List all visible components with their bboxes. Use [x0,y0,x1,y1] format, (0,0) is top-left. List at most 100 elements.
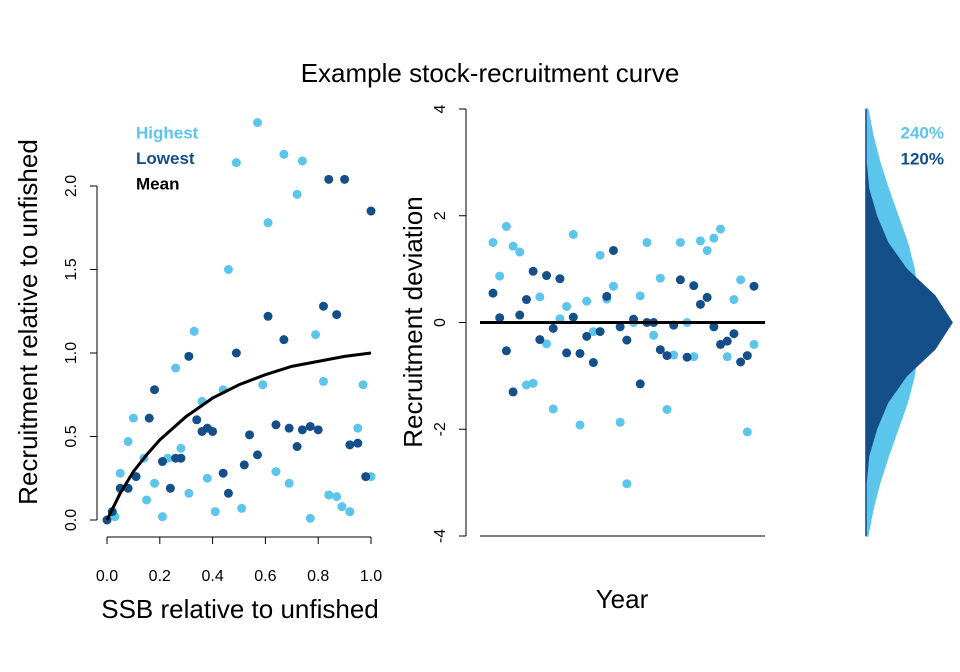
point [292,189,302,199]
point [366,206,376,216]
point [144,413,154,423]
point [202,473,212,483]
point [689,352,699,362]
point [729,329,739,339]
point [305,421,315,431]
y-axis-label: Recruitment relative to unfished [13,139,43,505]
point [284,478,294,488]
point [749,339,759,349]
point [742,427,752,437]
point [279,149,289,159]
point [488,288,498,298]
point [245,430,255,440]
point [252,450,262,460]
point [495,271,505,281]
point [231,348,241,358]
point [635,291,645,301]
point [279,335,289,345]
point [582,296,592,306]
point [695,299,705,309]
point [528,378,538,388]
point [165,483,175,493]
point [252,118,262,128]
point [231,158,241,168]
point [582,331,592,341]
point [115,468,125,478]
point [176,443,186,453]
point [675,275,685,285]
point [716,224,726,234]
y-tick-label: -4 [432,529,449,543]
point [157,512,167,522]
point [615,417,625,427]
point [555,274,565,284]
point [608,245,618,255]
point [184,351,194,361]
point [716,339,726,349]
point [318,376,328,386]
point [742,351,752,361]
point [548,404,558,414]
point [595,250,605,260]
density [865,109,953,536]
point [271,467,281,477]
point [588,327,598,337]
point [515,310,525,320]
point [702,245,712,255]
point [722,336,732,346]
point [150,478,160,488]
point [239,460,249,470]
point [237,503,247,513]
point [263,311,273,321]
point [501,221,511,231]
point [508,387,518,397]
point [655,345,665,355]
y-tick-label: 2 [432,211,449,220]
point [709,322,719,332]
legend-label: Highest [136,123,199,142]
point [297,425,307,435]
x-axis-label: SSB relative to unfished [101,594,379,624]
y-tick-label: 1.0 [63,342,80,364]
point [622,479,632,489]
point [271,420,281,430]
point [208,426,218,436]
point [189,326,199,336]
point [669,350,679,360]
point [223,488,233,498]
x-tick-label: 0.8 [307,568,329,585]
point [495,313,505,323]
point [131,472,141,482]
point [324,490,334,500]
y-tick-label: 2.0 [63,175,80,197]
point [736,357,746,367]
point [284,423,294,433]
point [568,229,578,239]
legend-label: 120% [901,149,944,168]
point [192,415,202,425]
mean-curve [105,351,372,521]
point [649,330,659,340]
point [675,237,685,247]
point [521,295,531,305]
point [662,351,672,361]
point [488,237,498,247]
x-tick-label: 0.2 [149,568,171,585]
x-tick-label: 0.4 [201,568,223,585]
point [602,291,612,301]
point [736,275,746,285]
point [682,352,692,362]
point [223,265,233,274]
point [528,266,538,276]
point [709,233,719,243]
point [568,312,578,322]
y-tick-label: -2 [432,422,449,436]
point [729,295,739,305]
x-axis-label: Year [596,584,649,614]
point [318,301,328,311]
point [345,440,355,450]
point [702,292,712,302]
legend-label: 240% [901,123,944,142]
point [361,472,371,482]
point [218,468,228,478]
